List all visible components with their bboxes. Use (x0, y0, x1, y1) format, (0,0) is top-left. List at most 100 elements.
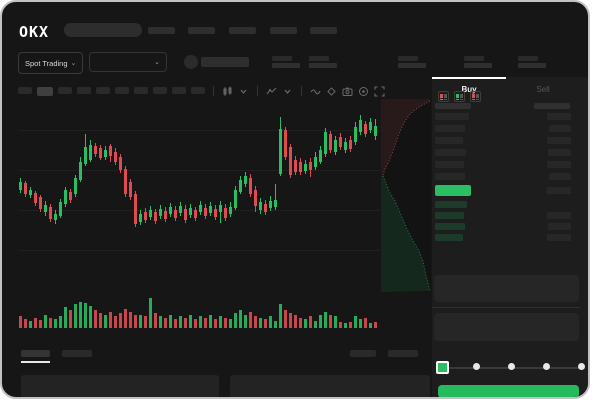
timeframe-button[interactable] (96, 86, 110, 94)
candle-type-icon[interactable] (222, 86, 233, 97)
volume-chart[interactable] (18, 296, 380, 328)
orderbook-layout-icon-3[interactable] (470, 91, 481, 103)
ask-size-bar[interactable] (435, 149, 466, 156)
timeframe-buttons (18, 86, 205, 96)
timeframe-button[interactable] (58, 86, 72, 94)
last-price-bar[interactable] (435, 185, 471, 196)
candle-body (79, 162, 82, 180)
timeframe-button[interactable] (37, 86, 53, 96)
buy-submit-button[interactable] (438, 385, 579, 397)
volume-bar (354, 316, 357, 328)
timeframe-button[interactable] (77, 86, 91, 94)
bid-size-bar[interactable] (435, 223, 465, 230)
timeframe-button[interactable] (172, 86, 186, 94)
orderbook-view-switcher (438, 82, 486, 103)
volume-bar (369, 323, 372, 328)
candle-body (194, 210, 197, 218)
candle-body (319, 150, 322, 162)
candle-body (199, 205, 202, 212)
ask-amount-bar[interactable] (547, 161, 571, 168)
candle-body (214, 209, 217, 217)
orderbook-layout-icon-1[interactable] (438, 91, 449, 103)
bid-amount-bar[interactable] (547, 234, 571, 241)
volume-bar (234, 313, 237, 328)
timeframe-button[interactable] (18, 86, 32, 94)
bottom-tab-orders[interactable] (21, 350, 50, 357)
slider-dot[interactable] (508, 363, 515, 370)
candle-body (154, 212, 157, 221)
search-input[interactable] (64, 23, 142, 37)
amount-input[interactable] (434, 313, 579, 341)
line-tool-icon[interactable] (310, 86, 321, 97)
draw-brush-icon[interactable] (326, 86, 337, 97)
ask-size-bar[interactable] (435, 161, 464, 168)
volume-bar (169, 315, 172, 328)
timeframe-button[interactable] (191, 86, 205, 94)
nav-item-placeholder[interactable] (310, 27, 337, 34)
price-row-amount-bar (547, 187, 571, 194)
pair-dropdown[interactable]: ⌄ (89, 52, 167, 72)
candle-body (349, 140, 352, 149)
orderbook-layout-icon-2[interactable] (454, 91, 465, 103)
stat-label-placeholder (464, 56, 484, 61)
nav-item-placeholder[interactable] (148, 27, 175, 34)
volume-bar (329, 315, 332, 328)
bid-amount-bar[interactable] (548, 223, 571, 230)
candle-body (94, 146, 97, 154)
tab-buy[interactable]: Buy (432, 77, 506, 97)
chevron-down-icon[interactable] (238, 86, 249, 97)
ask-size-bar[interactable] (435, 113, 469, 120)
ask-amount-bar[interactable] (548, 149, 571, 156)
timeframe-button[interactable] (153, 86, 167, 94)
timeframe-button[interactable] (134, 86, 148, 94)
bid-size-bar[interactable] (435, 234, 463, 241)
depth-bg (381, 99, 431, 292)
volume-bar (239, 310, 242, 328)
timeframe-button[interactable] (115, 86, 129, 94)
bottom-tab-history[interactable] (62, 350, 92, 357)
bid-size-bar[interactable] (435, 201, 467, 208)
volume-bar (269, 316, 272, 328)
nav-item-placeholder[interactable] (270, 27, 297, 34)
volume-bar (19, 316, 22, 328)
orderbook-panel: Buy Sell (432, 77, 588, 397)
indicators-icon[interactable] (266, 86, 277, 97)
ask-size-bar[interactable] (435, 137, 463, 144)
volume-bar (359, 319, 362, 328)
chevron-down-icon[interactable] (282, 86, 293, 97)
ask-amount-bar[interactable] (549, 125, 571, 132)
candle-body (299, 162, 302, 172)
candlestick-chart[interactable] (18, 102, 380, 292)
ask-amount-bar[interactable] (547, 137, 571, 144)
ask-size-bar[interactable] (435, 125, 465, 132)
candle-body (284, 130, 287, 157)
candle-body (339, 137, 342, 147)
stat-value-placeholder (398, 63, 426, 68)
bid-amount-bar[interactable] (547, 212, 571, 219)
settings-icon[interactable] (358, 86, 369, 97)
bid-depth-line (382, 175, 431, 292)
slider-dot[interactable] (543, 363, 550, 370)
bid-size-bar[interactable] (435, 212, 464, 219)
volume-bar (209, 315, 212, 328)
tab-sell[interactable]: Sell (536, 85, 550, 94)
candle-body (54, 214, 57, 220)
slider-handle[interactable] (436, 361, 449, 374)
fullscreen-icon[interactable] (374, 85, 385, 97)
ask-amount-bar[interactable] (549, 173, 571, 180)
slider-dot[interactable] (578, 363, 585, 370)
volume-bar (249, 312, 252, 328)
bottom-action-1[interactable] (350, 350, 376, 357)
market-type-dropdown[interactable]: Spot Trading ⌄ (18, 52, 84, 74)
nav-item-placeholder[interactable] (188, 27, 215, 34)
candle-body (159, 209, 162, 216)
bottom-table-left (21, 375, 219, 397)
camera-icon[interactable] (342, 86, 353, 97)
bottom-action-2[interactable] (388, 350, 418, 357)
nav-item-placeholder[interactable] (229, 27, 256, 34)
ask-size-bar[interactable] (435, 173, 465, 180)
price-input[interactable] (434, 275, 579, 302)
volume-bar (149, 298, 152, 328)
slider-dot[interactable] (473, 363, 480, 370)
ask-amount-bar[interactable] (547, 113, 571, 120)
